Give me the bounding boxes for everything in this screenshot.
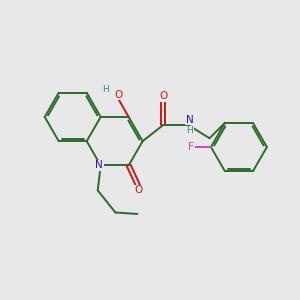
Text: O: O [114,90,122,100]
Text: F: F [188,142,194,152]
Text: O: O [135,185,143,195]
Text: N: N [186,115,194,125]
Text: H: H [186,126,193,135]
Text: H: H [102,85,109,94]
Text: O: O [159,92,167,101]
Text: N: N [95,160,103,170]
